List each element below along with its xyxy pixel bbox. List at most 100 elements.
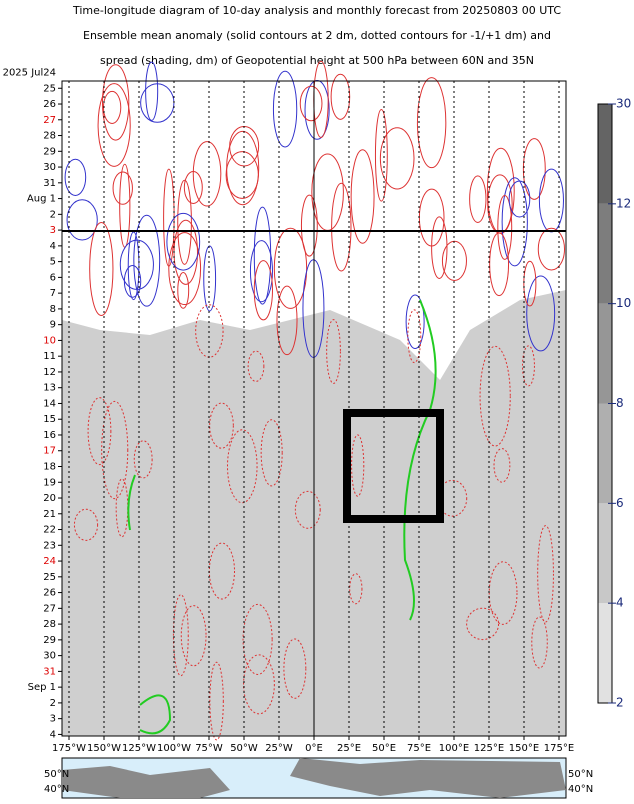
contour	[405, 294, 425, 350]
contour	[242, 603, 273, 675]
y-tick-label: 8	[50, 304, 56, 315]
contour	[493, 448, 511, 483]
map-lat-label: 50°N	[44, 769, 69, 780]
x-tick-label: 75°E	[407, 743, 431, 754]
x-tick-label: 50°W	[230, 743, 258, 754]
contour	[331, 182, 352, 272]
contour	[276, 285, 298, 356]
contour	[87, 397, 112, 466]
y-tick-label: 12	[43, 367, 56, 378]
x-tick-label: 175°E	[544, 743, 574, 754]
land	[62, 758, 566, 798]
contour	[260, 419, 283, 487]
contour	[374, 108, 388, 202]
contour	[177, 271, 190, 309]
y-tick-label: 29	[43, 635, 56, 646]
contour	[497, 194, 513, 260]
contour	[479, 345, 511, 447]
x-tick-label: 150°W	[87, 743, 121, 754]
contour	[133, 440, 153, 479]
contour	[508, 180, 531, 218]
contour	[272, 70, 298, 148]
x-tick-label: 150°E	[509, 743, 539, 754]
title-line: Time-longitude diagram of 10-day analysi…	[72, 4, 561, 17]
contour	[243, 654, 275, 715]
contour	[195, 304, 224, 358]
y-tick-label: 13	[43, 383, 56, 394]
y-tick-label: 30	[43, 651, 56, 662]
contour	[489, 232, 510, 297]
contour	[203, 245, 217, 312]
map-lat-label: 40°N	[44, 784, 69, 795]
contour	[145, 61, 159, 121]
y-tick-label: 28	[43, 131, 56, 142]
contour	[488, 561, 518, 625]
contour	[168, 232, 202, 306]
colorbar-tick-label: 4	[616, 596, 624, 610]
y-tick-label: 10	[43, 335, 56, 346]
y-tick-label: 25	[43, 83, 56, 94]
colorbar-band	[598, 603, 612, 703]
contour	[501, 177, 528, 267]
x-tick-label: 25°W	[265, 743, 293, 754]
y-tick-label: 24	[43, 556, 56, 567]
contour	[89, 221, 114, 316]
contour	[247, 350, 265, 382]
y-tick-label: 2	[50, 698, 56, 709]
y-tick-label: Sep 1	[28, 682, 56, 693]
contour	[273, 227, 308, 309]
contour	[64, 158, 87, 196]
contour	[127, 474, 136, 531]
contour	[294, 490, 321, 529]
colorbar-band	[598, 303, 612, 404]
contour	[469, 175, 487, 223]
contour	[177, 179, 192, 265]
y-tick-label: 3	[50, 714, 56, 725]
contour	[299, 85, 323, 122]
y-tick-label: 17	[43, 446, 56, 457]
contour	[403, 299, 437, 621]
contour	[523, 260, 537, 307]
y-tick-label: 23	[43, 540, 56, 551]
contour	[226, 130, 260, 206]
colorbar-tick-label: 2	[616, 696, 624, 710]
contour	[330, 73, 351, 120]
colorbar-tick-label: 8	[616, 396, 624, 410]
y-tick-label: 27	[43, 115, 56, 126]
highlight-box	[343, 409, 444, 523]
contour	[253, 260, 274, 321]
y-tick-label: 29	[43, 146, 56, 157]
contour	[349, 573, 363, 605]
y-tick-label: 5	[50, 257, 56, 268]
contour	[466, 607, 500, 641]
colorbar: 2 4 6 8 10 12 30	[597, 97, 631, 710]
y-tick-label: 20	[43, 493, 56, 504]
contour	[302, 259, 325, 358]
y-tick-label: Aug 1	[27, 194, 56, 205]
contour	[139, 694, 172, 735]
contour	[209, 402, 234, 449]
y-tick-label: 4	[50, 241, 56, 252]
contour	[326, 319, 341, 384]
contour	[407, 309, 422, 364]
colorbar-band	[598, 104, 612, 204]
contour	[249, 240, 273, 303]
contour	[351, 434, 365, 497]
contour	[522, 138, 546, 200]
colorbar-band	[598, 203, 612, 304]
contour	[66, 199, 98, 241]
y-tick-label: 25	[43, 572, 56, 583]
contour	[300, 194, 318, 257]
title-line: spread (shading, dm) of Geopotential hei…	[100, 54, 534, 67]
contour	[166, 212, 201, 271]
y-tick-label: 26	[43, 99, 56, 110]
x-tick-label: 175°W	[52, 743, 86, 754]
contour	[379, 127, 415, 190]
y-tick-label: 7	[50, 288, 56, 299]
colorbar-band	[598, 403, 612, 504]
y-tick-label: 31	[43, 178, 56, 189]
contour	[127, 231, 140, 301]
contour	[192, 141, 222, 207]
y-tick-label: 11	[43, 351, 56, 362]
